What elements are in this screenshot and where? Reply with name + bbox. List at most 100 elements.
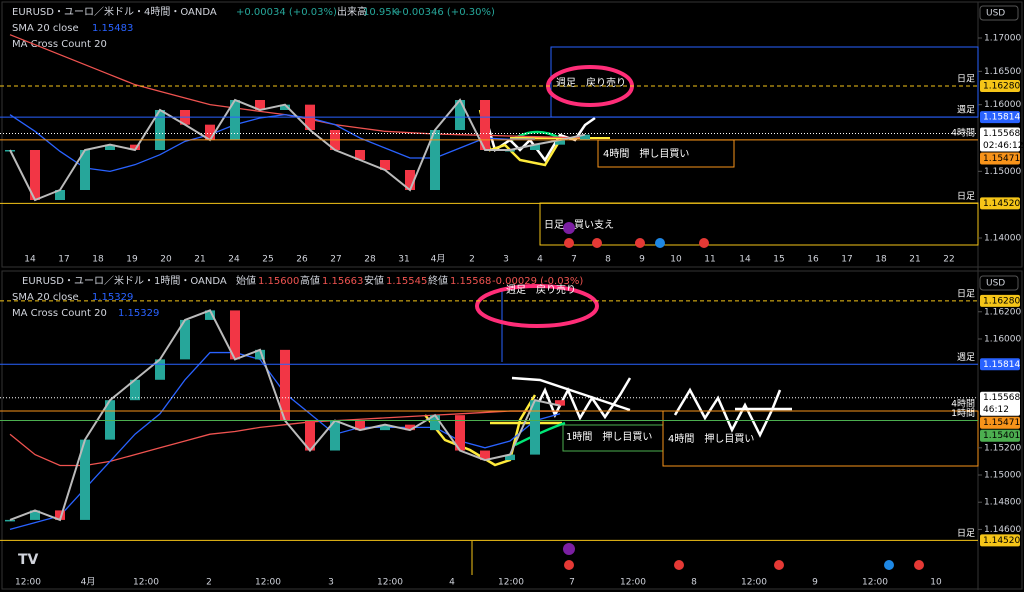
indicator-value: 1.15329 <box>118 308 159 319</box>
indicator-name: MA Cross Count 20 <box>12 39 107 50</box>
price-label-box <box>980 534 1020 547</box>
ohlc-value: 1.15545 <box>386 276 427 287</box>
y-tick-label: 1.16000 <box>984 334 1021 344</box>
price-label: 1.15401 <box>983 431 1020 441</box>
volume-change: +0.00346 (+0.30%) <box>394 7 495 18</box>
x-tick-label: 8 <box>691 578 697 588</box>
candle <box>230 100 240 140</box>
x-tick-label: 24 <box>228 255 240 265</box>
countdown: 46:12 <box>983 405 1009 415</box>
candle <box>155 110 165 150</box>
y-tick-label: 1.15200 <box>984 443 1021 453</box>
currency[interactable]: USD <box>986 279 1005 289</box>
ma-line <box>9 410 560 467</box>
ohlc-label: 高値 <box>300 274 320 287</box>
level-tag: 日足 <box>957 528 975 539</box>
event-icon[interactable] <box>655 238 665 248</box>
countdown: 02:46:12 <box>983 141 1023 151</box>
currency[interactable]: USD <box>986 9 1005 19</box>
event-icon[interactable] <box>564 238 574 248</box>
x-tick-label: 12:00 <box>255 578 281 588</box>
price-label-box <box>980 111 1020 124</box>
price-change: +0.00034 (+0.03%) <box>236 7 337 18</box>
x-tick-label: 14 <box>739 255 751 265</box>
event-icon[interactable] <box>699 238 709 248</box>
candle <box>280 104 290 110</box>
level-tag: 週足 <box>957 352 975 363</box>
price-change: -0.00029 (-0.03%) <box>492 276 583 287</box>
indicator-name: SMA 20 close <box>12 23 79 34</box>
y-tick-label: 1.16200 <box>984 307 1021 317</box>
hand-drawn-line <box>673 387 782 438</box>
currency-button[interactable] <box>979 5 1019 21</box>
candle <box>305 420 315 451</box>
level-tag: 日足 <box>957 74 975 85</box>
candle <box>430 415 440 431</box>
x-tick-label: 10 <box>670 255 682 265</box>
ohlc-value: 1.15568 <box>450 276 491 287</box>
price-label: 1.14520 <box>983 536 1020 546</box>
level-tag: 4時間 <box>951 398 975 409</box>
x-tick-label: 12:00 <box>741 578 767 588</box>
y-tick-label: 1.15000 <box>984 167 1021 177</box>
x-tick-label: 27 <box>330 255 341 265</box>
candle <box>280 349 290 421</box>
x-tick-label: 7 <box>569 578 575 588</box>
price-label: 1.15814 <box>983 360 1020 370</box>
x-tick-label: 12:00 <box>862 578 888 588</box>
panel-frame <box>1 270 1023 590</box>
x-tick-label: 12:00 <box>133 578 159 588</box>
y-tick-label: 1.14000 <box>984 234 1021 244</box>
event-icon[interactable] <box>884 560 894 570</box>
candle <box>555 400 565 406</box>
event-icon[interactable] <box>674 560 684 570</box>
price-label-box <box>980 416 1020 429</box>
x-tick-label: 8 <box>605 255 611 265</box>
x-tick-label: 2 <box>206 578 212 588</box>
event-icon[interactable] <box>635 238 645 248</box>
x-tick-label: 4月 <box>81 577 96 588</box>
price-label-box <box>980 197 1020 210</box>
price-label-box <box>980 80 1020 92</box>
event-icon[interactable] <box>774 560 784 570</box>
event-icon[interactable] <box>592 238 602 248</box>
x-tick-label: 28 <box>364 255 376 265</box>
candle <box>480 100 490 150</box>
ohlc-label: 安値 <box>364 274 384 287</box>
x-tick-label: 31 <box>398 255 409 265</box>
price-label-box <box>980 127 1020 152</box>
x-tick-label: 18 <box>875 255 887 265</box>
candle <box>155 359 165 380</box>
annotation: 週足 戻り売り <box>506 283 576 296</box>
indicator-value: 1.15483 <box>92 23 133 34</box>
event-icon[interactable] <box>563 543 575 555</box>
candle <box>355 420 365 431</box>
x-tick-label: 3 <box>503 255 509 265</box>
ohlc-value: 1.15663 <box>322 276 363 287</box>
candle <box>205 124 215 140</box>
candle <box>555 140 565 145</box>
candle <box>255 349 265 360</box>
event-icon[interactable] <box>564 560 574 570</box>
level-tag: 週足 <box>957 105 975 116</box>
price-chart: 1.16200 1.16000 1.15200 1.15000 1.14800 1.146… <box>0 288 1021 588</box>
x-tick-label: 4月 <box>431 254 446 265</box>
candle <box>530 144 540 150</box>
highlight-circle <box>475 284 599 328</box>
price-label: 1.15471 <box>983 418 1020 428</box>
indicator-name: MA Cross Count 20 <box>12 308 107 319</box>
volume: 10.95K <box>363 7 399 18</box>
currency-button[interactable] <box>979 275 1019 291</box>
annotation: 1時間 押し目買い <box>566 430 652 443</box>
event-icon[interactable] <box>914 560 924 570</box>
event-icon[interactable] <box>563 222 575 234</box>
candle <box>405 170 415 190</box>
candle <box>105 400 115 440</box>
candle <box>480 450 490 461</box>
candle <box>505 454 515 461</box>
candle <box>80 439 90 520</box>
ohlc-value: 1.15600 <box>258 276 299 287</box>
x-tick-label: 17 <box>841 255 852 265</box>
price-label: 1.15471 <box>983 154 1020 164</box>
candle <box>55 190 65 200</box>
